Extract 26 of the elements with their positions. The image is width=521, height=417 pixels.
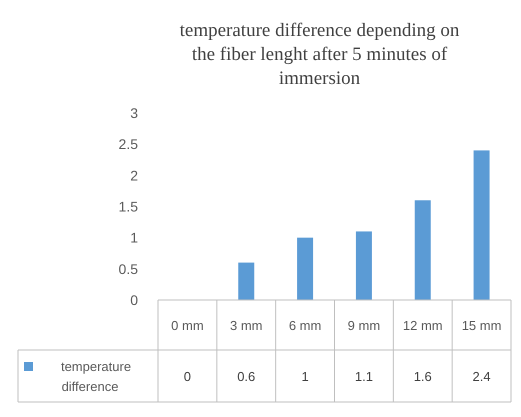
x-tick-label: 9 mm <box>348 318 380 333</box>
data-label: 2.4 <box>472 369 491 384</box>
bar <box>297 238 314 300</box>
x-tick-label: 15 mm <box>462 318 502 333</box>
x-tick-label: 3 mm <box>230 318 262 333</box>
y-tick-label: 1 <box>130 230 138 246</box>
bar <box>356 231 372 300</box>
x-tick-label: 6 mm <box>288 318 322 333</box>
legend-label: temperature difference <box>60 359 132 394</box>
y-tick-label: 0.5 <box>118 260 138 277</box>
data-label: 1 <box>301 369 309 384</box>
y-tick-label: 3 <box>130 105 138 121</box>
data-label: 1.1 <box>354 369 373 384</box>
data-label: 1.6 <box>414 369 432 384</box>
bar <box>414 200 431 300</box>
x-tick-label: 12 mm <box>402 318 443 333</box>
y-tick-label: 2 <box>130 167 138 184</box>
data-label: 0.6 <box>237 369 256 384</box>
y-tick-label: 0 <box>130 292 138 308</box>
bar <box>238 262 254 300</box>
chart-title: temperature difference depending on the fiber lenght after 5 minutes of immersion <box>180 20 460 89</box>
data-label: 0 <box>184 369 192 384</box>
y-tick-label: 1.5 <box>118 198 138 214</box>
x-tick-label: 0 mm <box>171 318 204 333</box>
y-tick-label: 2.5 <box>118 136 138 152</box>
bar <box>474 150 490 300</box>
